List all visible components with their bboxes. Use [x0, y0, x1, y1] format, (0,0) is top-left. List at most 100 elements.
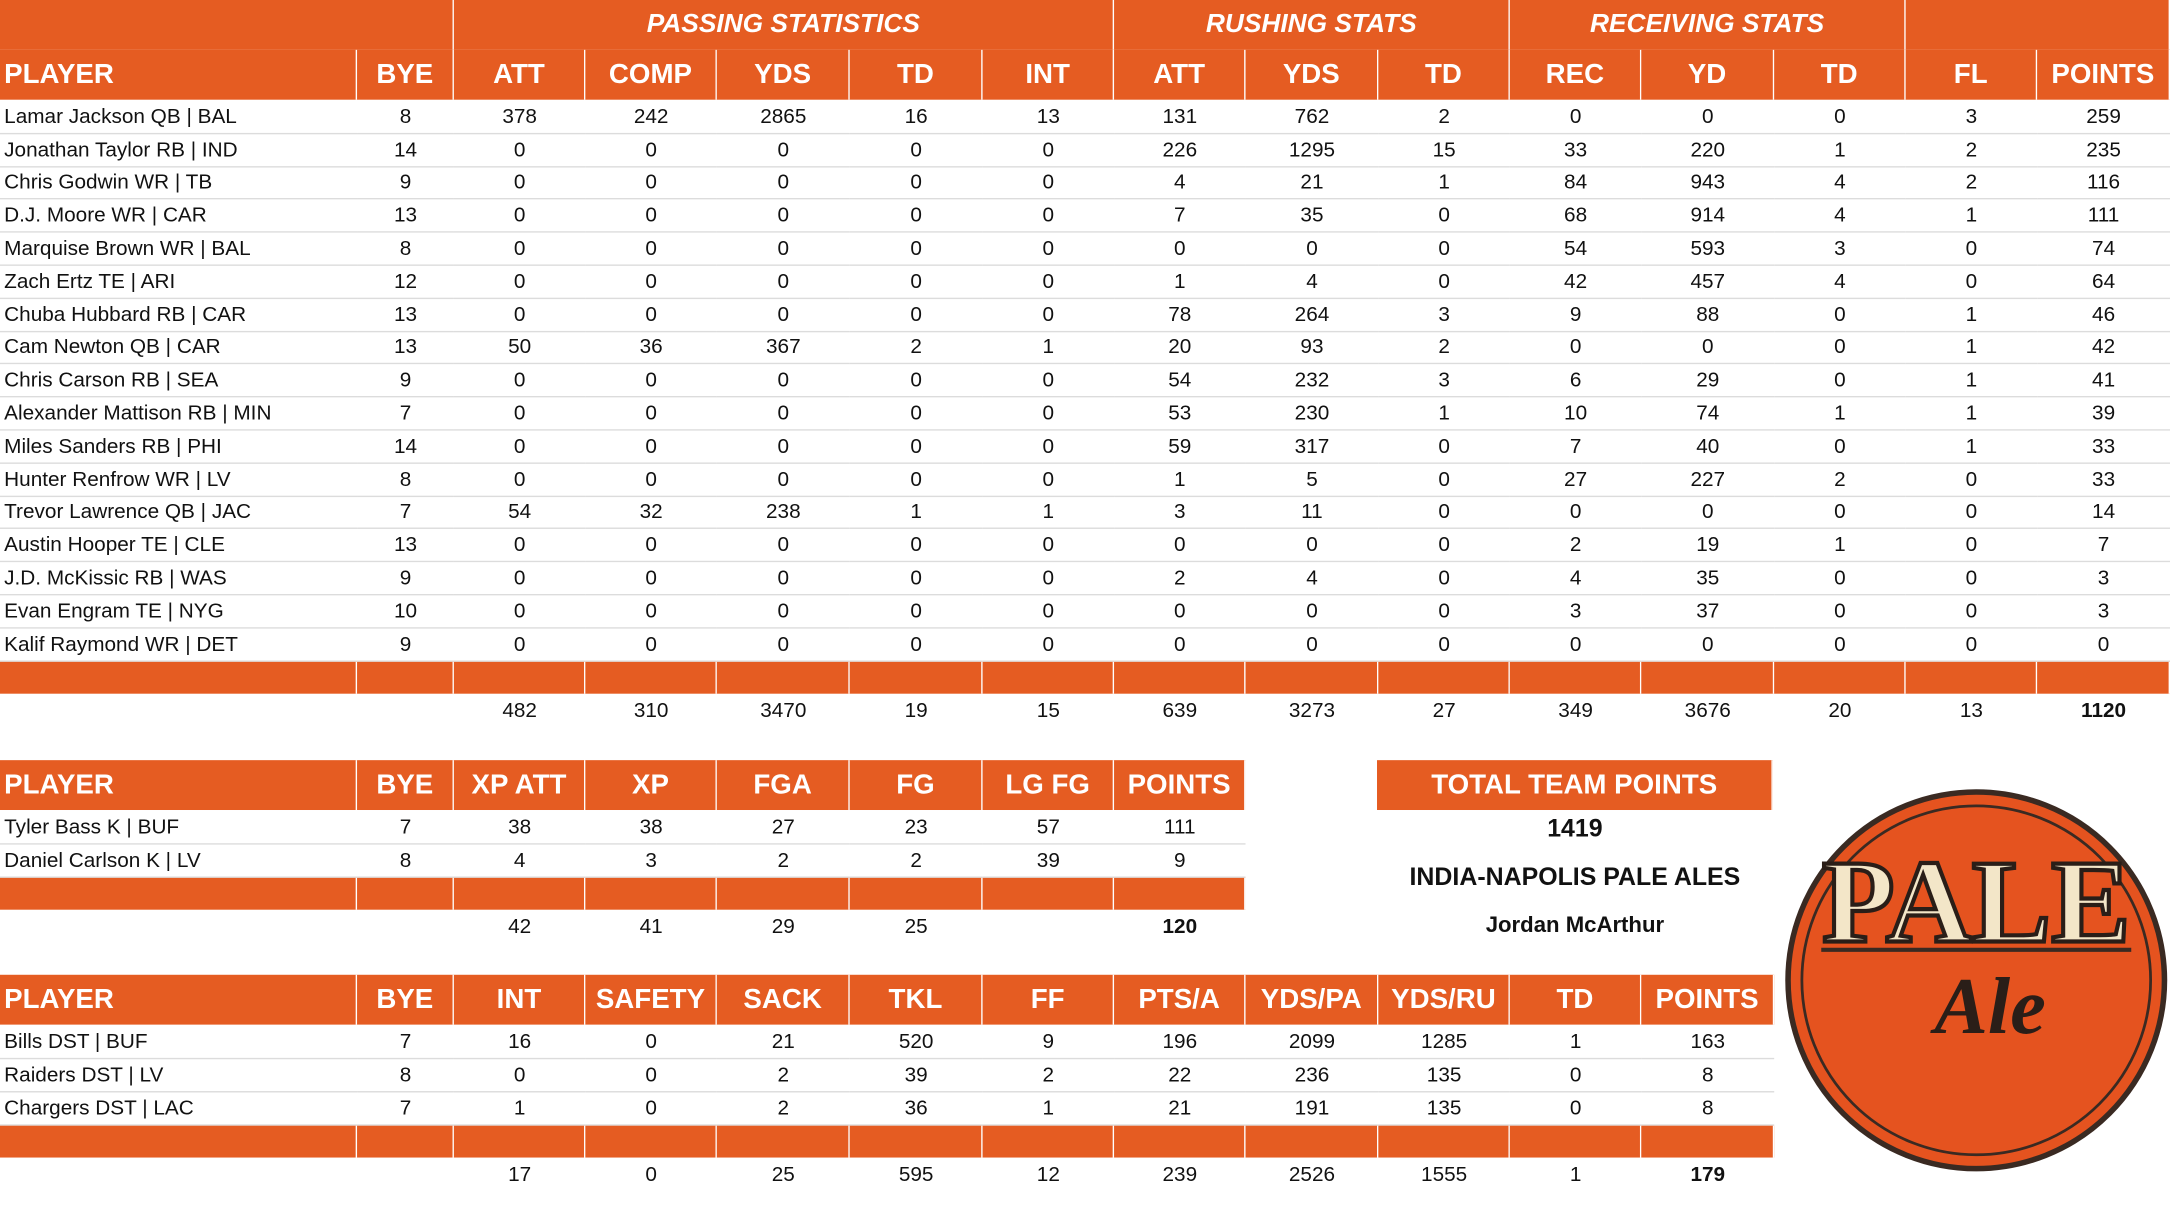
data-cell: 27 [716, 811, 850, 845]
data-cell: 35 [1245, 200, 1379, 233]
spacer-cell [1245, 661, 1379, 694]
data-cell: 9 [982, 1026, 1115, 1060]
data-cell: Chris Godwin WR | TB [0, 167, 358, 200]
header-cell: YDS/RU [1378, 974, 1510, 1025]
data-cell: 0 [1245, 529, 1379, 563]
total-cell: 17 [508, 1163, 532, 1187]
data-cell: 1285 [1378, 1026, 1510, 1060]
header-cell: TKL [849, 974, 983, 1025]
data-cell: 226 [1114, 134, 1246, 167]
spacer-cell [849, 661, 983, 694]
total-cell: 120 [1162, 915, 1198, 939]
data-cell: 1 [1114, 464, 1246, 497]
data-cell: 0 [1509, 101, 1642, 135]
data-cell: 242 [585, 101, 717, 135]
data-cell: 1 [1905, 332, 2038, 365]
data-cell: 2 [1509, 529, 1642, 563]
data-cell: 0 [1378, 464, 1510, 497]
data-cell: 227 [1641, 464, 1775, 497]
data-cell: D.J. Moore WR | CAR [0, 200, 358, 233]
data-cell: 8 [1641, 1059, 1775, 1093]
data-cell: 0 [1245, 628, 1379, 662]
data-cell: 4 [1114, 167, 1246, 200]
spacer-cell [716, 877, 850, 910]
header-cell: FF [982, 974, 1115, 1025]
data-cell: Kalif Raymond WR | DET [0, 628, 358, 662]
data-cell: 2 [1905, 134, 2038, 167]
data-cell: Hunter Renfrow WR | LV [0, 464, 358, 497]
data-cell: 0 [1245, 595, 1379, 629]
data-cell: 0 [453, 266, 586, 299]
data-cell: 0 [1641, 332, 1775, 365]
data-cell: 8 [1641, 1092, 1775, 1126]
data-cell: 1 [1905, 299, 2038, 332]
total-cell: 0 [645, 1163, 657, 1187]
data-cell: 3 [1905, 101, 2038, 135]
data-cell: 0 [585, 1026, 717, 1060]
data-cell: 13 [357, 332, 454, 365]
data-cell: 1 [1905, 200, 2038, 233]
data-cell: 0 [585, 529, 717, 563]
data-cell: 54 [453, 497, 586, 530]
data-cell: 2 [982, 1059, 1115, 1093]
data-cell: 0 [453, 167, 586, 200]
data-cell: 16 [453, 1026, 586, 1060]
data-cell: 4 [453, 845, 586, 878]
group-header-blank [0, 0, 454, 50]
data-cell: 0 [1641, 101, 1775, 135]
header-cell: TD [1509, 974, 1642, 1025]
team-name: INDIA-NAPOLIS PALE ALES [1409, 861, 1741, 890]
data-cell: 7 [357, 497, 454, 530]
data-cell: 78 [1114, 299, 1246, 332]
data-cell: 0 [849, 167, 983, 200]
data-cell: 0 [716, 628, 850, 662]
data-cell: 0 [585, 233, 717, 266]
data-cell: 0 [1114, 595, 1246, 629]
data-cell: 0 [1378, 200, 1510, 233]
data-cell: 235 [2037, 134, 2170, 167]
data-cell: 54 [1114, 365, 1246, 398]
header-cell: FGA [716, 760, 850, 811]
group-header: RUSHING STATS [1114, 0, 1510, 50]
data-cell: 0 [982, 167, 1115, 200]
data-cell: 39 [2037, 398, 2170, 431]
header-cell: ATT [453, 49, 586, 100]
data-cell: 14 [357, 134, 454, 167]
spacer-cell [982, 1125, 1115, 1158]
data-cell: Chargers DST | LAC [0, 1092, 358, 1126]
data-cell: 41 [2037, 365, 2170, 398]
data-cell: 0 [982, 134, 1115, 167]
data-cell: 0 [585, 1092, 717, 1126]
header-cell: SACK [716, 974, 850, 1025]
data-cell: 0 [982, 266, 1115, 299]
data-cell: 0 [1774, 562, 1906, 596]
data-cell: 64 [2037, 266, 2170, 299]
header-cell: XP ATT [453, 760, 586, 811]
data-cell: 22 [1114, 1059, 1246, 1093]
data-cell: 0 [453, 200, 586, 233]
header-cell: FL [1905, 49, 2038, 100]
data-cell: 1 [1774, 398, 1906, 431]
total-cell: 310 [633, 698, 669, 723]
data-cell: 4 [1245, 266, 1379, 299]
data-cell: 0 [849, 529, 983, 563]
data-cell: 264 [1245, 299, 1379, 332]
data-cell: 0 [585, 134, 717, 167]
data-cell: 0 [1114, 233, 1246, 266]
data-cell: 0 [716, 431, 850, 464]
data-cell: 2 [1114, 562, 1246, 596]
data-cell: 9 [357, 167, 454, 200]
data-cell: Lamar Jackson QB | BAL [0, 101, 358, 135]
header-cell: YD [1641, 49, 1775, 100]
data-cell: 0 [1905, 233, 2038, 266]
data-cell: 36 [849, 1092, 983, 1126]
data-cell: 593 [1641, 233, 1775, 266]
spacer-cell [585, 877, 717, 910]
header-cell: POINTS [1641, 974, 1775, 1025]
data-cell: 9 [357, 628, 454, 662]
data-cell: Chuba Hubbard RB | CAR [0, 299, 358, 332]
data-cell: 93 [1245, 332, 1379, 365]
data-cell: 0 [1378, 562, 1510, 596]
header-cell: TD [1378, 49, 1510, 100]
